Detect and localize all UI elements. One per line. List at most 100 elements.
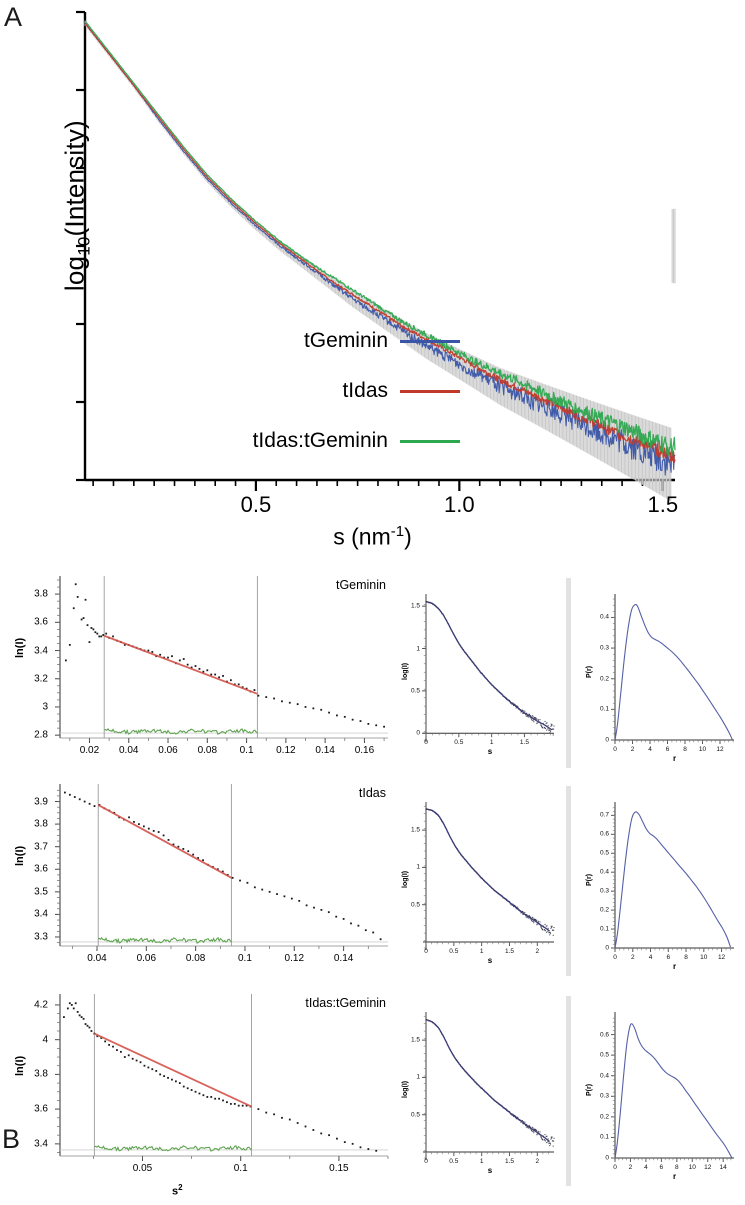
panel-a-legend: tGeminin tIdas tIdas:tGeminin [215,316,460,466]
guinier-ytick: 3.6 [34,1103,48,1115]
guinier-ytick: 4 [42,1034,48,1046]
pr-ytick: 0.3 [599,887,609,895]
pr-xtick: 0 [613,746,617,753]
pr-ytick: 0.6 [599,1031,609,1039]
guinier-xtick: 0.06 [136,953,157,964]
pr-plot-tgeminin: 0 0.1 0.2 0.3 0.4 0 2 4 6 8 10 12 P(r) r [585,588,740,766]
guinier-ytick: 3.4 [34,645,48,657]
pr-x-axis-label: r [672,1172,677,1181]
panel-a-xtick-1-0: 1.0 [444,492,475,517]
fit-ytick: 0.5 [410,1111,420,1119]
guinier-ytick: 3.5 [34,886,48,898]
fit-xtick: 0 [424,1158,428,1166]
panel-a-saxs-curves: A log10(Intensity) tGeminin tIdas tIdas:… [0,0,745,560]
pr-svg-tgeminin [611,594,734,744]
analysis-row-tidas: tIdas ln(I) 3.3 3.4 3.5 3.6 3.7 3.8 3.9 0.04 0.0… [0,778,745,988]
pr-xtick: 8 [683,746,687,753]
pr-ytick: 0 [605,736,609,744]
guinier-ytick: 3.8 [34,588,48,600]
pr-svg-complex [611,1012,734,1162]
pr-ytick: 0.3 [599,644,609,652]
guinier-ytick: 3.9 [34,796,48,808]
fit-xtick: 1 [479,948,484,956]
fit-xtick: 1 [479,1158,484,1166]
fit-xtick: 0.5 [449,1158,459,1166]
legend-item-tidas: tIdas [215,366,460,416]
pr-ytick: 0.5 [599,849,609,857]
guinier-ytick: 3.6 [34,616,48,628]
fit-plot-complex: 0.5 1 1.5 0 0.5 1 1.5 2 log(I) s [400,1006,560,1184]
guinier-ytick: 3 [42,701,48,713]
pr-y-axis-label: P(r) [586,665,593,678]
guinier-xtick: 0.04 [119,745,139,756]
fit-ytick: 1.5 [410,602,420,610]
guinier-xtick: 0.14 [315,745,335,756]
guinier-x-label-complex: s2 [172,1183,183,1198]
guinier-xtick: 0.05 [132,1163,153,1174]
panel-a-svg [76,10,676,502]
fit-x-axis-label: s [487,1166,493,1176]
pr-ytick: 0.2 [599,906,609,914]
guinier-ytick: 4.2 [34,999,48,1011]
fit-plot-tidas: 0.5 1 1.5 0 0.5 1 1.5 2 log(I) s [400,796,560,974]
fit-y-axis-label: log(I) [402,662,409,680]
guinier-ytick: 3.4 [34,908,48,920]
fit-y-axis-label: log(I) [402,870,409,888]
guinier-xtick: 0.1 [239,745,254,756]
legend-swatch-tgeminin [400,339,460,343]
guinier-plot-tgeminin: tGeminin ln(I) 2.8 3 3.2 3.4 3.6 3.8 0.02 0.04 0… [14,570,394,778]
pr-xtick: 6 [659,1164,664,1171]
guinier-title-tgeminin: tGeminin [335,578,386,592]
pr-xtick: 12 [716,746,724,753]
guinier-xtick: 0.12 [276,745,296,756]
fit-ytick: 1 [416,1073,420,1081]
panel-a-xtick-0-5: 0.5 [240,492,272,517]
legend-label-tgeminin: tGeminin [303,329,388,352]
pr-ytick: 0.5 [599,1051,609,1059]
panel-a-y-axis-label: log10(Intensity) [59,120,94,292]
panel-a-plot-area: log10(Intensity) tGeminin tIdas tIdas:tG… [59,8,680,502]
guinier-y-label-complex: ln(I) [14,1055,26,1076]
guinier-ytick: 3.8 [34,818,48,830]
fit-ytick: 1.5 [410,826,420,834]
guinier-xtick: 0.14 [333,953,354,964]
guinier-title-tidas: tIdas [358,786,386,800]
guinier-xtick: 0.1 [233,1163,248,1174]
guinier-y-label-tidas: ln(I) [14,845,26,866]
guinier-xtick: 0.06 [158,745,178,756]
legend-item-tgeminin: tGeminin [215,316,460,366]
guinier-y-label-tgeminin: ln(I) [14,637,26,658]
guinier-svg-tgeminin [55,576,388,743]
guinier-xtick: 0.08 [197,745,218,756]
fit-xtick: 1 [489,739,494,747]
pr-xtick: 8 [684,954,688,961]
guinier-xtick: 0.1 [238,953,252,964]
fit-ytick: 1 [416,863,420,871]
pr-xtick: 2 [628,1164,633,1171]
fit-y-axis-label: log(I) [402,1080,409,1098]
guinier-xtick: 0.15 [329,1163,349,1174]
pr-ytick: 0.4 [599,613,609,621]
pr-svg-tidas [611,802,734,952]
fit-svg-tidas [422,802,555,950]
legend-swatch-tidas [400,389,460,393]
pr-ytick: 0.6 [599,830,609,838]
pr-x-axis-label: r [672,754,677,763]
fit-ytick: 1 [416,645,420,653]
fit-xtick: 2 [535,1158,540,1166]
legend-swatch-complex [400,439,460,443]
fit-ytick: 0 [416,729,420,737]
pr-xtick: 6 [666,954,671,961]
pr-ytick: 0.3 [599,1092,609,1100]
fit-xtick: 0.5 [449,948,459,956]
pr-ytick: 0.1 [599,925,609,933]
pr-plot-complex: 0 0.1 0.2 0.3 0.4 0.5 0.6 0 2 4 6 8 10 12 14 P(r) r [585,1006,740,1184]
pr-xtick: 2 [630,746,635,753]
guinier-ytick: 3.3 [34,931,48,943]
fit-xtick: 1.5 [504,1158,514,1166]
analysis-row-tgeminin: tGeminin ln(I) 2.8 3 3.2 3.4 3.6 3.8 0.02 0.04 0… [0,570,745,780]
fit-xtick: 0.5 [454,739,464,747]
pr-xtick: 12 [717,954,726,961]
guinier-ytick: 3.2 [34,673,48,685]
guinier-ytick: 3.6 [34,863,48,875]
